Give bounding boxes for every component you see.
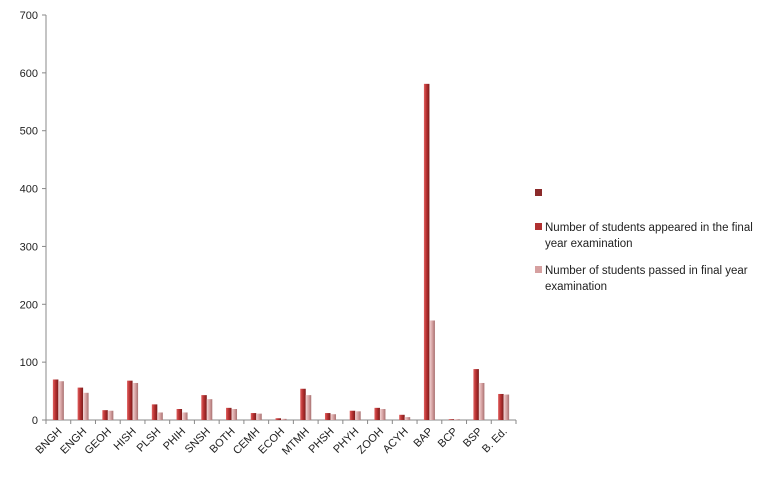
bar bbox=[206, 399, 213, 420]
legend-item-empty bbox=[535, 186, 775, 200]
y-tick-label: 400 bbox=[20, 184, 38, 196]
y-tick-label: 700 bbox=[20, 10, 38, 22]
y-tick-label: 600 bbox=[20, 68, 38, 80]
bar bbox=[349, 410, 356, 420]
x-tick-label: SNSH bbox=[183, 426, 213, 456]
bar bbox=[256, 413, 262, 420]
x-tick-label: CEMH bbox=[231, 426, 262, 457]
bar bbox=[399, 414, 405, 420]
bar bbox=[102, 410, 108, 420]
bars bbox=[52, 83, 510, 420]
bar bbox=[281, 418, 287, 420]
bar bbox=[404, 417, 411, 420]
bar bbox=[355, 411, 361, 420]
legend-item-passed: Number of students passed in final year … bbox=[535, 263, 775, 295]
bar bbox=[448, 419, 455, 420]
bar bbox=[473, 369, 479, 420]
bar bbox=[275, 418, 281, 420]
bar bbox=[107, 410, 114, 420]
x-tick-label: BNGH bbox=[34, 426, 65, 457]
y-tick-label: 100 bbox=[20, 357, 38, 369]
legend-item-appeared: Number of students appeared in the final… bbox=[535, 220, 775, 252]
bar bbox=[454, 419, 460, 420]
bar bbox=[151, 404, 158, 420]
x-axis: BNGHENGHGEOHHISHPLSHPHIHSNSHBOTHCEMHECOH… bbox=[34, 420, 517, 458]
x-tick-label: ACYH bbox=[381, 426, 411, 456]
bar bbox=[201, 395, 207, 420]
bar bbox=[429, 320, 435, 420]
bar bbox=[157, 412, 163, 420]
legend-swatch-empty bbox=[535, 189, 542, 196]
x-tick-label: B. Ed. bbox=[480, 426, 510, 456]
bar bbox=[176, 409, 183, 420]
x-tick-label: BAP bbox=[411, 426, 435, 450]
bar bbox=[305, 395, 312, 420]
x-tick-label: PHSH bbox=[306, 426, 336, 456]
bar bbox=[231, 409, 238, 420]
x-tick-label: HISH bbox=[112, 426, 139, 453]
y-axis: 0 100 200 300 400 500 600 700 bbox=[20, 10, 46, 427]
bar bbox=[77, 387, 84, 420]
bar bbox=[127, 380, 133, 420]
y-tick-label: 500 bbox=[20, 126, 38, 138]
bar bbox=[300, 388, 306, 420]
bar bbox=[330, 414, 336, 420]
bar bbox=[498, 393, 504, 420]
bar bbox=[503, 394, 510, 420]
bar bbox=[182, 412, 188, 420]
legend-label-passed: Number of students passed in final year … bbox=[545, 265, 748, 293]
bar bbox=[324, 413, 331, 420]
x-tick-label: MTMH bbox=[280, 426, 312, 458]
bar bbox=[379, 409, 386, 420]
y-tick-label: 300 bbox=[20, 241, 38, 253]
bar bbox=[423, 83, 430, 420]
x-tick-label: ZOOH bbox=[355, 426, 386, 457]
x-tick-label: PLSH bbox=[135, 426, 164, 455]
legend: Number of students appeared in the final… bbox=[535, 186, 775, 306]
y-tick-label: 200 bbox=[20, 299, 38, 311]
bar bbox=[58, 381, 64, 420]
bar bbox=[226, 407, 232, 420]
bar bbox=[374, 407, 380, 420]
legend-swatch-appeared bbox=[535, 223, 542, 230]
bar bbox=[52, 379, 59, 420]
x-tick-label: GEOH bbox=[83, 426, 114, 457]
bar bbox=[83, 392, 89, 420]
bar bbox=[132, 382, 139, 420]
x-tick-label: BCP bbox=[436, 426, 460, 450]
legend-label-appeared: Number of students appeared in the final… bbox=[545, 222, 753, 250]
y-tick-label: 0 bbox=[32, 415, 38, 427]
legend-swatch-passed bbox=[535, 266, 542, 273]
bar bbox=[250, 413, 257, 420]
bar bbox=[478, 382, 485, 420]
